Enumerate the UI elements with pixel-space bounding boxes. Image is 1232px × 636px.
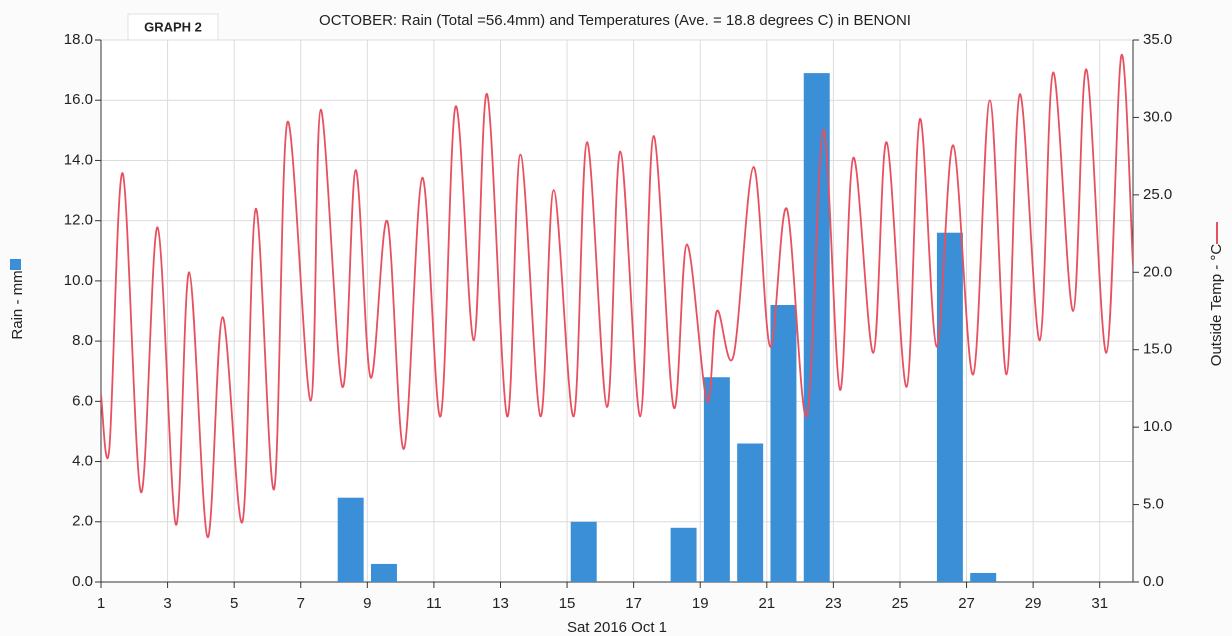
rain-bar xyxy=(703,377,730,582)
x-tick-label: 21 xyxy=(758,595,775,612)
y-tick-label: 18.0 xyxy=(64,31,93,48)
y-tick-label: 8.0 xyxy=(72,332,93,349)
y2-tick-label: 35.0 xyxy=(1143,31,1172,48)
y-tick-label: 12.0 xyxy=(64,212,93,229)
y2-tick-label: 15.0 xyxy=(1143,341,1172,358)
rain-bar xyxy=(337,497,364,582)
graph-label: GRAPH 2 xyxy=(144,19,202,34)
x-tick-label: 25 xyxy=(892,595,909,612)
x-tick-label: 27 xyxy=(958,595,975,612)
x-tick-label: 15 xyxy=(559,595,576,612)
legend-label: Rain - mm xyxy=(9,270,26,339)
legend-label: Outside Temp - °C xyxy=(1208,244,1225,367)
rain-bar xyxy=(570,521,597,582)
y2-tick-label: 10.0 xyxy=(1143,418,1172,435)
y2-tick-label: 20.0 xyxy=(1143,263,1172,280)
x-tick-label: 13 xyxy=(492,595,509,612)
rain-bar xyxy=(370,563,397,582)
x-tick-label: 7 xyxy=(297,595,305,612)
rain-bar xyxy=(936,232,963,582)
x-tick-label: 9 xyxy=(363,595,371,612)
y-tick-label: 6.0 xyxy=(72,392,93,409)
rain-bar xyxy=(670,527,697,582)
chart-title: OCTOBER: Rain (Total =56.4mm) and Temper… xyxy=(319,12,911,29)
y2-tick-label: 30.0 xyxy=(1143,108,1172,125)
y-tick-label: 10.0 xyxy=(64,272,93,289)
y-tick-label: 16.0 xyxy=(64,91,93,108)
graph-label-box xyxy=(127,13,219,43)
rain-bar xyxy=(803,73,830,582)
y-tick-label: 2.0 xyxy=(72,513,93,530)
x-tick-label: 5 xyxy=(230,595,238,612)
x-tick-label: 11 xyxy=(426,595,442,612)
x-tick-label: 19 xyxy=(692,595,709,612)
y-tick-label: 14.0 xyxy=(64,151,93,168)
temperature-line xyxy=(101,54,1133,539)
rain-bar xyxy=(737,443,764,582)
y-tick-label: 0.0 xyxy=(72,573,93,590)
x-tick-label: 23 xyxy=(825,595,842,612)
x-tick-label: 3 xyxy=(163,595,171,612)
rain-bar xyxy=(970,572,997,582)
x-axis-label: Sat 2016 Oct 1 xyxy=(567,619,667,636)
x-tick-label: 1 xyxy=(97,595,105,612)
y2-tick-label: 5.0 xyxy=(1143,496,1164,513)
x-tick-label: 17 xyxy=(625,595,642,612)
legend-swatch xyxy=(10,259,21,270)
x-tick-label: 31 xyxy=(1091,595,1108,612)
x-tick-label: 29 xyxy=(1025,595,1042,612)
rain-bar xyxy=(770,304,797,582)
y2-tick-label: 0.0 xyxy=(1143,573,1164,590)
y-tick-label: 4.0 xyxy=(72,453,93,470)
y2-tick-label: 25.0 xyxy=(1143,186,1172,203)
